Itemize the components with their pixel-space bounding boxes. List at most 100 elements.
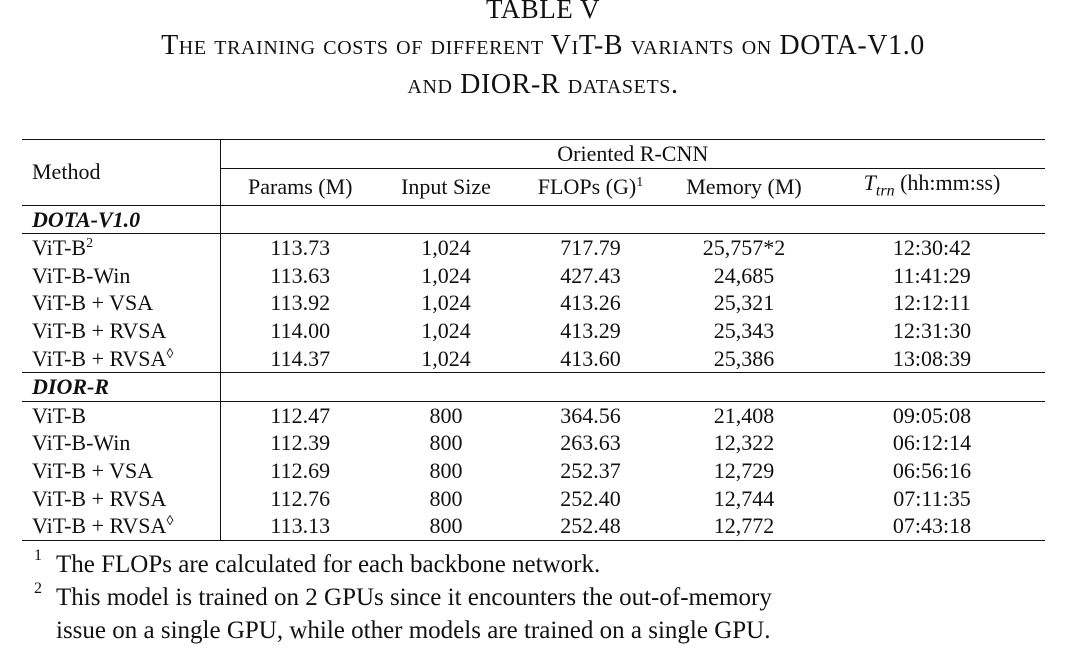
section-spacer [220, 204, 1046, 234]
ttrn-unit: (hh:mm:ss) [900, 169, 1001, 195]
table-row: ViT-B + VSA 113.92 1,024 413.26 25,321 12:12:… [22, 289, 1045, 317]
cell-input-size: 1,024 [421, 262, 471, 288]
cell-flops: 413.29 [560, 317, 621, 343]
cell-flops: 413.60 [560, 345, 621, 371]
group-header: Oriented R-CNN [220, 139, 1046, 169]
cell-params: 112.47 [220, 400, 380, 430]
method-mark: 2 [86, 236, 94, 252]
method-cell: ViT-B + VSA [22, 456, 221, 485]
cell-ttrn: 13:08:39 [892, 345, 972, 371]
method-cell: ViT-B [22, 400, 221, 430]
cell-flops: 252.40 [560, 485, 621, 511]
cell-input-size: 800 [380, 512, 512, 541]
ttrn-symbol: T [863, 169, 876, 195]
cell-memory: 25,343 [713, 317, 775, 343]
col-flops-footnote-mark: 1 [636, 174, 644, 190]
cell-memory: 12,729 [713, 457, 775, 483]
cell-input-size: 800 [429, 485, 463, 511]
method-mark: ◊ [166, 514, 174, 530]
method-mark: ◊ [166, 346, 174, 362]
cell-ttrn: 06:12:14 [892, 430, 972, 456]
cell-input-size: 1,024 [421, 290, 471, 316]
cell-ttrn: 09:05:08 [819, 400, 1046, 430]
method-name: ViT-B [32, 402, 87, 428]
table-row: ViT-B-Win 113.63 1,024 427.43 24,685 11:41:29 [22, 261, 1045, 290]
method-name: ViT-B + RVSA [32, 513, 167, 539]
table-row: ViT-B2 113.73 1,024 717.79 25,757*2 12:30:42 [22, 233, 1046, 262]
cell-params: 112.39 [270, 430, 331, 456]
cell-memory: 25,757*2 [669, 233, 819, 262]
cell-params: 113.63 [270, 262, 331, 288]
col-input-size: Input Size [401, 173, 491, 199]
footnotes: 1 The FLOPs are calculated for each back… [34, 547, 772, 647]
table-row: ViT-B 112.47 800 364.56 21,408 09:05:08 [22, 400, 1046, 430]
cell-memory: 12,772 [669, 512, 819, 541]
method-cell: ViT-B + RVSA◊ [22, 344, 221, 373]
section-name: DIOR-R [22, 372, 221, 402]
method-name: ViT-B + RVSA [32, 485, 167, 511]
cell-ttrn: 12:30:42 [819, 233, 1046, 262]
table-title-line-2: and DIOR-R datasets. [407, 69, 679, 100]
method-name: ViT-B [32, 235, 87, 261]
footnote-2: 2 This model is trained on 2 GPUs since … [34, 580, 772, 647]
method-name: ViT-B + RVSA [32, 317, 167, 343]
method-name: ViT-B-Win [32, 430, 131, 456]
cell-input-size: 800 [429, 430, 463, 456]
footnote-1: 1 The FLOPs are calculated for each back… [34, 547, 772, 581]
col-memory: Memory (M) [686, 173, 802, 199]
cell-ttrn: 12:12:11 [893, 290, 971, 316]
table-row: ViT-B + RVSA 114.00 1,024 413.29 25,343 12:31… [22, 316, 1045, 345]
cell-flops: 263.63 [560, 430, 621, 456]
cell-flops: 413.26 [560, 290, 621, 316]
table-row: ViT-B-Win 112.39 800 263.63 12,322 06:12:14 [22, 429, 1045, 457]
footnote-text: The FLOPs are calculated for each backbo… [56, 551, 601, 578]
method-name: ViT-B + VSA [32, 457, 154, 483]
section-row: DIOR-R [22, 372, 1046, 402]
cell-flops: 252.37 [560, 457, 621, 483]
method-cell: ViT-B + RVSA [22, 484, 221, 513]
cell-ttrn: 06:56:16 [892, 457, 972, 483]
ttrn-subscript: trn [875, 181, 895, 199]
footnote-text-continued: issue on a single GPU, while other model… [56, 617, 771, 644]
cell-flops: 364.56 [512, 400, 669, 430]
method-cell: ViT-B-Win [22, 429, 221, 457]
cell-input-size: 800 [380, 400, 512, 430]
footnote-mark: 1 [34, 547, 42, 564]
cell-memory: 25,321 [713, 290, 775, 316]
cell-params: 112.69 [270, 457, 331, 483]
col-flops-label: FLOPs (G) [537, 173, 637, 199]
table-label: TABLE V [485, 0, 601, 24]
table-row: ViT-B + RVSA◊ 114.37 1,024 413.60 25,386 13:0… [22, 344, 1045, 373]
cell-ttrn: 07:11:35 [893, 485, 971, 511]
section-name: DOTA-V1.0 [22, 204, 221, 234]
cell-ttrn: 12:31:30 [892, 317, 972, 343]
cell-input-size: 1,024 [421, 317, 471, 343]
cell-params: 114.37 [270, 345, 331, 371]
method-cell: ViT-B-Win [22, 261, 221, 290]
cell-memory: 21,408 [669, 400, 819, 430]
cell-memory: 25,386 [713, 345, 775, 371]
method-name: ViT-B-Win [32, 262, 131, 288]
method-header: Method [22, 139, 221, 206]
cell-memory: 24,685 [713, 262, 775, 288]
cell-memory: 12,744 [713, 485, 775, 511]
cell-flops: 252.48 [512, 512, 669, 541]
cell-input-size: 800 [429, 457, 463, 483]
cell-ttrn: 11:41:29 [893, 262, 971, 288]
method-name: ViT-B + RVSA [32, 345, 167, 371]
section-row: DOTA-V1.0 [22, 204, 1046, 234]
method-cell: ViT-B2 [22, 233, 221, 262]
table-row: ViT-B + RVSA◊ 113.13 800 252.48 12,772 07:43:… [22, 512, 1046, 541]
table-title-line-1: The training costs of different ViT-B va… [161, 30, 925, 61]
cell-input-size: 1,024 [421, 345, 471, 371]
cell-params: 112.76 [270, 485, 331, 511]
col-flops: FLOPs (G)1 [512, 168, 669, 205]
col-params: Params (M) [248, 173, 353, 199]
col-ttrn: Ttrn (hh:mm:ss) [819, 168, 1045, 205]
footnote-mark: 2 [34, 580, 42, 597]
training-cost-table: Method Oriented R-CNN Params (M) Input S… [22, 139, 1046, 541]
cell-params: 114.00 [270, 317, 331, 343]
cell-flops: 717.79 [512, 233, 669, 262]
table-body: DOTA-V1.0 ViT-B2 113.73 1,024 717.79 25,757*2… [22, 204, 1046, 541]
method-cell: ViT-B + RVSA [22, 316, 221, 345]
